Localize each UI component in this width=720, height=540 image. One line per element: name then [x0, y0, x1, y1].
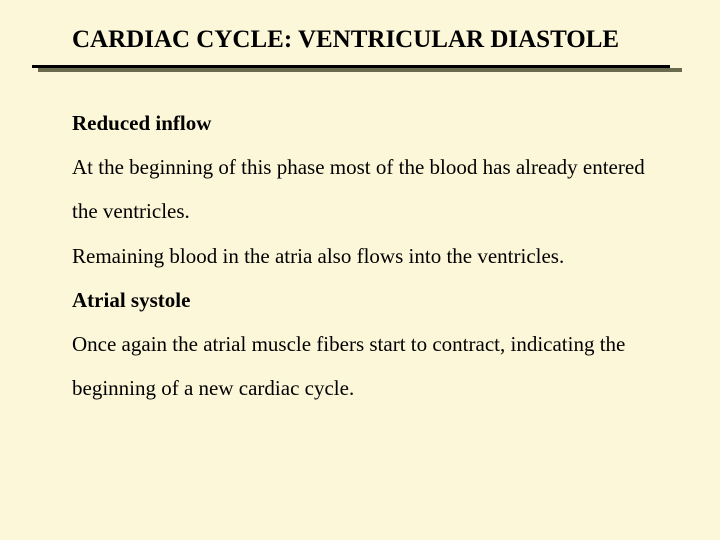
paragraph: Once again the atrial muscle fibers star…: [72, 322, 672, 410]
slide-title: CARDIAC CYCLE: VENTRICULAR DIASTOLE: [72, 24, 672, 55]
underline-shadow: [38, 68, 682, 72]
section-heading: Reduced inflow: [72, 101, 672, 145]
slide: CARDIAC CYCLE: VENTRICULAR DIASTOLE Redu…: [0, 0, 720, 540]
underline-main: [32, 65, 670, 68]
title-underline: [32, 65, 682, 73]
paragraph: At the beginning of this phase most of t…: [72, 145, 672, 233]
paragraph: Remaining blood in the atria also flows …: [72, 234, 672, 278]
section-heading: Atrial systole: [72, 278, 672, 322]
slide-body: Reduced inflow At the beginning of this …: [72, 101, 672, 410]
